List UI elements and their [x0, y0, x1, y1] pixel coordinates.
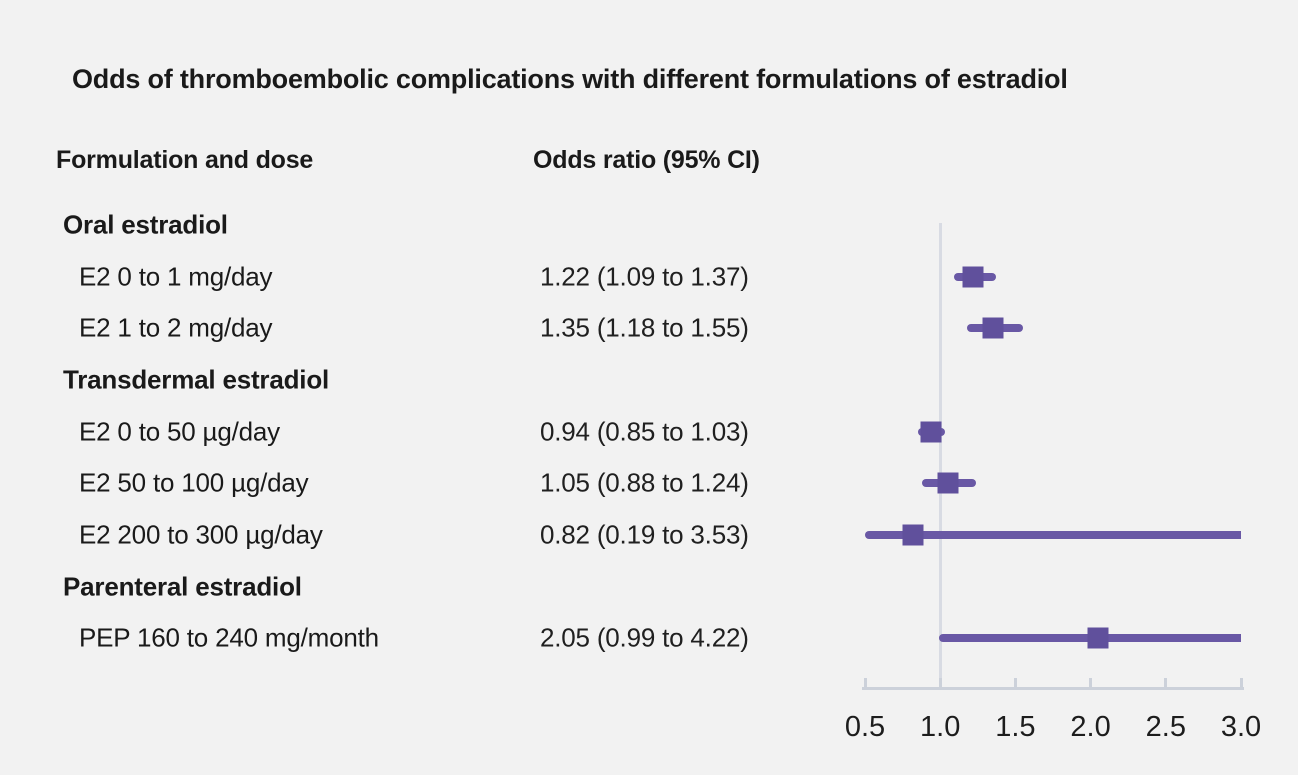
row-item-label: E2 0 to 50 µg/day: [79, 416, 280, 447]
row-odds-ratio-value: 1.05 (0.88 to 1.24): [540, 467, 749, 498]
reference-line-or-1: [938, 223, 942, 688]
odds-ratio-marker: [962, 266, 984, 288]
chart-title: Odds of thromboembolic complications wit…: [72, 64, 1068, 94]
row-odds-ratio-value: 2.05 (0.99 to 4.22): [540, 622, 749, 653]
x-axis-tick: [1089, 678, 1093, 687]
row-section-label: Transdermal estradiol: [63, 364, 330, 395]
odds-ratio-marker: [902, 524, 924, 546]
odds-ratio-marker: [920, 421, 942, 443]
confidence-interval-bar: [865, 531, 1241, 540]
column-header-formulation: Formulation and dose: [56, 146, 314, 174]
odds-ratio-marker: [1087, 627, 1109, 649]
row-item-label: PEP 160 to 240 mg/month: [79, 622, 379, 653]
x-tick-label: 2.5: [1145, 711, 1186, 743]
x-axis-tick: [1239, 678, 1243, 687]
column-header-odds-ratio: Odds ratio (95% CI): [533, 146, 760, 174]
x-axis-tick: [938, 678, 942, 687]
x-tick-label: 0.5: [844, 711, 886, 743]
row-item-label: E2 1 to 2 mg/day: [79, 312, 273, 343]
x-tick-label: 2.0: [1070, 711, 1111, 743]
row-item-label: E2 0 to 1 mg/day: [79, 261, 273, 292]
row-odds-ratio-value: 1.35 (1.18 to 1.55): [540, 312, 749, 343]
odds-ratio-marker: [937, 472, 959, 494]
row-item-label: E2 200 to 300 µg/day: [79, 519, 323, 550]
x-axis-tick: [1013, 678, 1017, 687]
row-odds-ratio-value: 0.94 (0.85 to 1.03): [540, 416, 749, 447]
row-section-label: Oral estradiol: [63, 209, 228, 240]
x-axis-tick: [1164, 678, 1168, 687]
row-odds-ratio-value: 1.22 (1.09 to 1.37): [540, 261, 749, 292]
row-section-label: Parenteral estradiol: [63, 571, 302, 602]
odds-ratio-marker: [982, 317, 1004, 339]
x-tick-label: 3.0: [1220, 711, 1262, 743]
x-axis-tick: [863, 678, 867, 687]
row-odds-ratio-value: 0.82 (0.19 to 3.53): [540, 519, 749, 550]
row-item-label: E2 50 to 100 µg/day: [79, 467, 309, 498]
x-axis-line: [862, 687, 1244, 690]
x-tick-label: 1.5: [995, 711, 1036, 743]
x-tick-label: 1.0: [920, 711, 961, 743]
